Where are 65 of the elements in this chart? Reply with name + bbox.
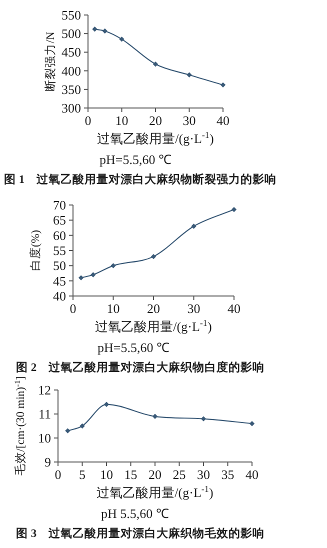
point (90, 272, 96, 278)
y-tick-label: 50 (53, 258, 66, 274)
point (249, 421, 255, 426)
x-tick-label: 25 (172, 467, 186, 482)
y-tick-label: 550 (62, 8, 81, 22)
y-tick-label: 45 (53, 273, 66, 288)
x-tick-label: 30 (182, 113, 196, 128)
x-tick-label: 20 (149, 113, 162, 128)
point (152, 62, 158, 67)
point (119, 36, 124, 42)
text: pH 5.5,60 ℃ (101, 506, 169, 521)
point (152, 414, 158, 419)
point (191, 224, 196, 229)
x-tick-label: 40 (228, 301, 240, 316)
point (104, 402, 110, 407)
point (78, 275, 84, 280)
y-tick-label: 70 (53, 198, 66, 212)
y-tick-label: 65 (53, 212, 66, 228)
x-tick-label: 10 (100, 467, 113, 482)
x-tick-label: 5 (79, 467, 86, 482)
text: pH=5.5,60 ℃ (98, 340, 170, 355)
point (110, 263, 116, 268)
x-axis-title: 过氧乙酸用量/(g·L$^{-1}$) (95, 318, 212, 334)
y-tick-label: 400 (62, 63, 81, 78)
x-tick-label: 0 (84, 113, 92, 128)
x-tick-label: 0 (70, 301, 76, 316)
x-tick-label: 10 (115, 113, 128, 128)
x-axis-title: 过氧乙酸用量/(g·L$^{-1}$) (97, 130, 214, 146)
caption: 图 2 过氧乙酸用量对漂白大麻织物白度的影响 (16, 360, 265, 374)
point (102, 28, 108, 34)
x-tick-label: 30 (197, 467, 210, 482)
y-tick-label: 9 (44, 454, 51, 470)
y-tick-label: 500 (62, 26, 81, 42)
x-tick-label: 20 (148, 467, 162, 482)
text: pH=5.5,60 ℃ (100, 152, 172, 167)
point (200, 416, 206, 422)
y-tick-label: 55 (53, 243, 66, 258)
y-axis-title: 断裂强力/N (44, 31, 57, 92)
point (92, 26, 98, 32)
y-tick-label: 350 (62, 82, 81, 97)
point (150, 254, 156, 260)
x-tick-label: 0 (54, 467, 62, 482)
y-tick-label: 12 (38, 382, 51, 398)
point (65, 428, 70, 434)
x-tick-label: 30 (187, 301, 200, 316)
x-tick-label: 40 (216, 113, 230, 128)
y-tick-label: 450 (62, 44, 81, 60)
x-axis-title: 过氧乙酸用量/(g·L$^{-1}$) (96, 484, 214, 500)
x-tick-label: 10 (106, 301, 120, 316)
point (186, 72, 192, 78)
x-tick-label: 20 (147, 301, 160, 316)
x-tick-label: 15 (124, 467, 138, 482)
y-tick-label: 11 (38, 406, 51, 422)
y-tick-label: 10 (38, 430, 51, 446)
x-tick-label: 35 (221, 467, 234, 482)
caption: 图 3 过氧乙酸用量对漂白大麻织物毛效的影响 (16, 526, 265, 540)
point (80, 423, 85, 429)
x-tick-label: 40 (246, 467, 258, 482)
point (220, 82, 226, 88)
point (231, 206, 237, 212)
y-tick-label: 300 (62, 100, 81, 116)
y-tick-label: 60 (53, 228, 66, 243)
y-tick-label: 40 (53, 288, 66, 304)
caption: 图 1 过氧乙酸用量对漂白大麻织物断裂强力的影响 (4, 172, 277, 186)
y-axis-title: 白度(%) (28, 230, 42, 272)
